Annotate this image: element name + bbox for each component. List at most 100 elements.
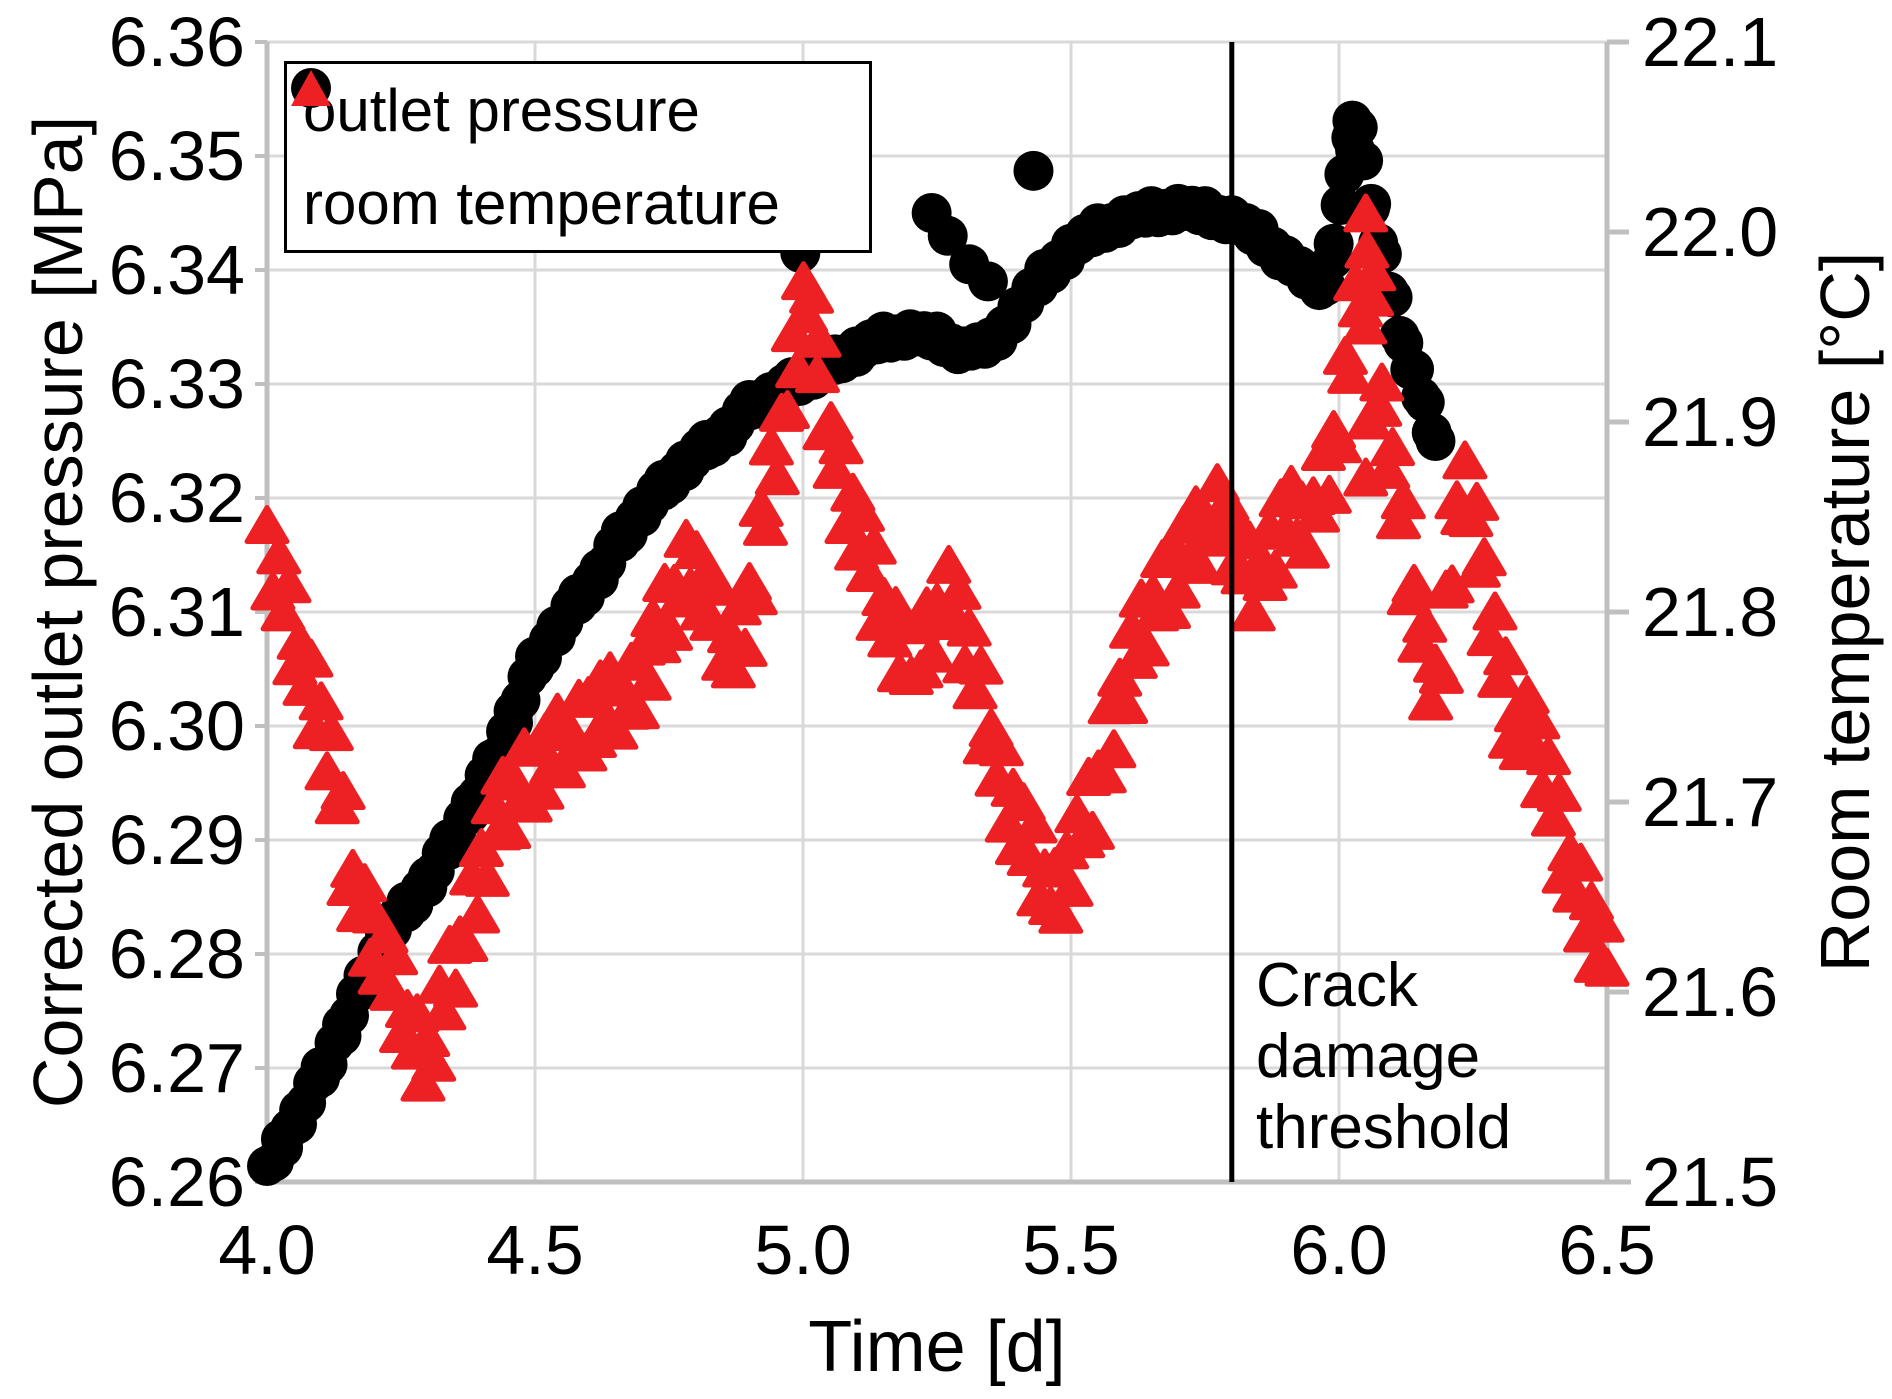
data-point-outlet-pressure <box>1320 185 1361 226</box>
data-point-room-temperature <box>1081 754 1127 794</box>
data-point-room-temperature <box>1530 797 1576 837</box>
data-point-room-temperature <box>710 649 756 689</box>
data-point-room-temperature <box>1012 804 1058 844</box>
data-point-room-temperature <box>486 809 532 849</box>
data-point-room-temperature <box>1472 591 1518 631</box>
data-point-room-temperature <box>1342 305 1388 345</box>
data-point-room-temperature <box>946 607 992 647</box>
data-point-room-temperature <box>1466 617 1512 657</box>
data-point-room-temperature <box>1284 529 1330 569</box>
data-point-outlet-pressure <box>967 261 1008 302</box>
data-point-room-temperature <box>288 638 334 678</box>
y-left-tick-label: 6.34 <box>108 231 245 309</box>
data-point-room-temperature <box>748 426 794 466</box>
data-point-room-temperature <box>1558 842 1604 882</box>
data-point-room-temperature <box>936 570 982 610</box>
y-left-tick-label: 6.28 <box>108 915 245 993</box>
data-point-room-temperature <box>244 505 290 544</box>
legend-label-outlet-pressure: outlet pressure <box>303 76 700 144</box>
data-point-room-temperature <box>433 968 479 1008</box>
y-right-tick-label: 21.7 <box>1642 763 1779 841</box>
data-point-room-temperature <box>796 318 842 358</box>
data-point-room-temperature <box>722 627 768 667</box>
x-tick-label: 5.5 <box>1022 1211 1120 1289</box>
data-point-room-temperature <box>1327 354 1373 394</box>
data-point-room-temperature <box>851 525 897 565</box>
legend-entry-room-temperature: room temperature <box>287 70 869 250</box>
data-point-room-temperature <box>1317 424 1363 464</box>
data-point-room-temperature <box>320 771 366 810</box>
data-point-outlet-pressure <box>1404 382 1445 423</box>
data-point-room-temperature <box>1230 592 1276 632</box>
data-point-room-temperature <box>1483 636 1529 676</box>
legend-entry-outlet-pressure: outlet pressure <box>287 64 869 157</box>
data-point-room-temperature <box>1252 549 1298 589</box>
y-left-tick-label: 6.32 <box>108 459 245 537</box>
data-point-room-temperature <box>764 390 810 430</box>
data-point-room-temperature <box>978 727 1024 767</box>
y-left-tick-label: 6.33 <box>108 345 245 423</box>
x-tick-label: 6.0 <box>1290 1211 1388 1289</box>
data-point-room-temperature <box>695 566 741 606</box>
data-point-room-temperature <box>1442 440 1488 480</box>
data-point-room-temperature <box>519 770 565 810</box>
data-point-outlet-pressure <box>1415 421 1456 461</box>
legend: outlet pressure room temperature <box>284 61 872 253</box>
data-point-room-temperature <box>400 1062 446 1102</box>
data-point-room-temperature <box>1376 500 1421 540</box>
y-right-tick-label: 21.9 <box>1642 383 1779 461</box>
data-point-room-temperature <box>411 1042 457 1082</box>
data-point-room-temperature <box>593 710 639 750</box>
data-point-room-temperature <box>1155 569 1201 609</box>
data-point-room-temperature <box>373 936 419 976</box>
data-point-room-temperature <box>1306 474 1352 514</box>
data-point-room-temperature <box>1177 544 1223 584</box>
data-point-room-temperature <box>794 354 840 394</box>
data-point-room-temperature <box>1103 685 1149 725</box>
data-point-room-temperature <box>1343 457 1389 497</box>
x-tick-label: 4.5 <box>486 1211 584 1289</box>
data-point-room-temperature <box>1359 362 1405 402</box>
data-point-room-temperature <box>266 564 312 604</box>
y-right-tick-label: 21.8 <box>1642 573 1779 651</box>
legend-label-room-temperature: room temperature <box>303 169 780 237</box>
data-point-room-temperature <box>952 670 998 710</box>
data-point-room-temperature <box>1391 563 1437 603</box>
y-right-tick-label: 22.1 <box>1642 3 1779 81</box>
x-tick-label: 4.0 <box>218 1211 316 1289</box>
x-tick-label: 5.0 <box>754 1211 852 1289</box>
data-point-outlet-pressure <box>1335 130 1376 171</box>
data-point-room-temperature <box>1351 252 1397 292</box>
data-point-room-temperature <box>1461 537 1507 577</box>
data-point-room-temperature <box>626 661 672 701</box>
data-point-room-temperature <box>845 552 891 592</box>
x-axis-title: Time [d] <box>808 1307 1066 1387</box>
data-point-room-temperature <box>443 923 489 962</box>
data-point-room-temperature <box>1346 400 1392 440</box>
data-point-room-temperature <box>910 633 956 673</box>
data-point-room-temperature <box>648 611 694 651</box>
data-point-room-temperature <box>1344 229 1390 269</box>
y-left-tick-label: 6.27 <box>108 1029 245 1107</box>
data-point-room-temperature <box>1124 627 1170 667</box>
data-point-room-temperature <box>958 645 1004 685</box>
data-point-room-temperature <box>1526 736 1572 776</box>
data-point-room-temperature <box>308 712 354 752</box>
triangle-marker-icon <box>291 70 331 106</box>
threshold-annotation-label: Crack damage threshold <box>1256 951 1512 1162</box>
data-point-room-temperature <box>260 592 306 632</box>
data-point-room-temperature <box>1515 700 1561 740</box>
data-point-room-temperature <box>1380 480 1426 520</box>
data-point-room-temperature <box>1370 427 1416 467</box>
data-point-room-temperature <box>1418 654 1464 694</box>
data-point-room-temperature <box>1584 947 1630 987</box>
data-point-room-temperature <box>732 576 778 616</box>
data-point-room-temperature <box>1349 277 1395 317</box>
y-left-tick-label: 6.30 <box>108 687 245 765</box>
data-point-room-temperature <box>1048 867 1094 907</box>
data-point-room-temperature <box>1408 681 1454 721</box>
data-point-room-temperature <box>742 506 788 546</box>
data-point-room-temperature <box>1069 810 1115 850</box>
